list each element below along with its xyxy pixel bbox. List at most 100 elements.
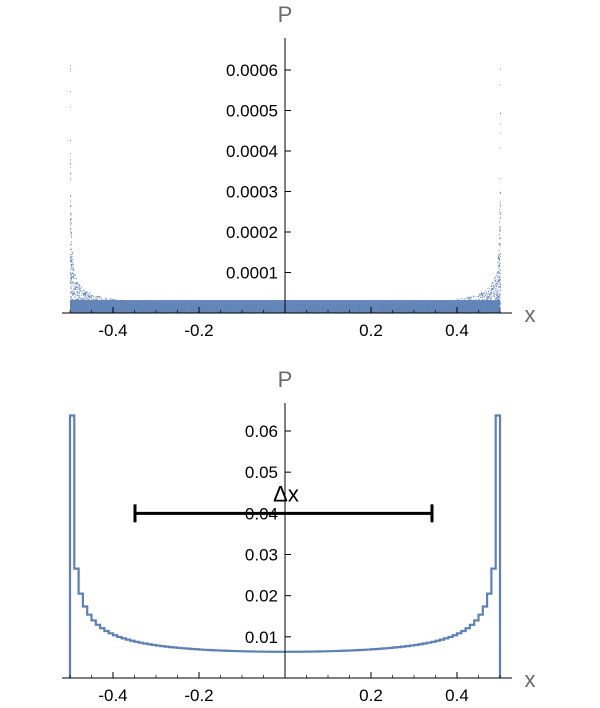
scatter-point [499, 242, 501, 244]
scatter-point [491, 284, 492, 286]
scatter-point [77, 297, 79, 299]
scatter-point [70, 296, 72, 298]
scatter-point [480, 292, 482, 294]
scatter-point [70, 296, 71, 298]
scatter-point [494, 293, 496, 295]
scatter-point [497, 284, 499, 286]
scatter-point [481, 294, 483, 296]
scatter-point [499, 208, 501, 210]
scatter-point [498, 255, 500, 256]
scatter-point [71, 248, 72, 250]
scatter-point [482, 295, 484, 297]
scatter-point [70, 263, 72, 265]
scatter-point [494, 280, 496, 282]
scatter-point [70, 228, 71, 230]
scatter-point [76, 289, 78, 290]
scatter-point [498, 280, 500, 282]
bottom-x-tick-label: -0.4 [98, 686, 127, 705]
scatter-point [499, 237, 501, 239]
scatter-point [498, 257, 500, 259]
scatter-point [72, 262, 74, 264]
scatter-point [93, 299, 95, 301]
scatter-point [479, 295, 481, 297]
scatter-point [493, 288, 495, 290]
scatter-point [76, 295, 78, 297]
scatter-point [78, 292, 80, 294]
scatter-point [499, 297, 501, 299]
scatter-point [88, 296, 90, 298]
scatter-point [496, 291, 498, 293]
scatter-point [84, 296, 85, 298]
scatter-point [494, 295, 495, 297]
scatter-point [499, 84, 501, 86]
top-y-tick-label: 0.0003 [226, 183, 278, 202]
scatter-point [498, 261, 500, 263]
scatter-point [90, 295, 92, 297]
scatter-point [489, 290, 491, 292]
scatter-point [499, 308, 501, 309]
scatter-point [72, 275, 74, 277]
scatter-point [105, 297, 107, 299]
scatter-point [498, 265, 500, 267]
scatter-point [498, 279, 500, 281]
scatter-point [495, 281, 497, 283]
scatter-point [73, 267, 74, 269]
scatter-point [471, 296, 473, 298]
scatter-point [493, 286, 495, 288]
scatter-point [496, 295, 498, 296]
scatter-point [497, 271, 498, 273]
delta-x-label: Δx [273, 481, 299, 506]
scatter-point [111, 299, 113, 300]
scatter-point [486, 293, 488, 295]
scatter-point [71, 298, 73, 300]
scatter-point [500, 293, 501, 295]
scatter-point [499, 280, 501, 281]
scatter-point [499, 230, 501, 232]
top-x-axis-title: x [525, 302, 536, 327]
scatter-point [489, 295, 491, 297]
scatter-point [487, 287, 489, 289]
scatter-point [72, 291, 74, 293]
scatter-point [70, 260, 72, 262]
scatter-point [85, 298, 86, 300]
scatter-point [76, 291, 78, 293]
scatter-point [498, 296, 499, 298]
scatter-point [75, 286, 77, 288]
scatter-point [486, 295, 488, 297]
scatter-point [491, 288, 493, 290]
scatter-point [70, 279, 72, 281]
scatter-point [491, 295, 493, 297]
scatter-point [86, 297, 88, 299]
scatter-point [84, 299, 86, 301]
scatter-point [70, 253, 72, 255]
scatter-point [477, 296, 479, 297]
scatter-point [75, 287, 77, 289]
scatter-point [70, 218, 71, 220]
scatter-point [72, 293, 74, 295]
scatter-point [495, 278, 497, 280]
scatter-point [92, 294, 94, 296]
top-x-tick-label: 0.2 [359, 321, 383, 340]
scatter-point [74, 286, 76, 288]
scatter-point [491, 290, 493, 292]
scatter-point [72, 253, 74, 255]
scatter-point [71, 273, 73, 275]
scatter-point [497, 299, 499, 301]
scatter-point [495, 289, 497, 291]
scatter-point [70, 195, 72, 197]
scatter-point [71, 299, 73, 301]
scatter-point [77, 291, 79, 292]
scatter-point [499, 278, 501, 280]
scatter-point [74, 296, 76, 298]
scatter-point [499, 259, 501, 261]
scatter-point [499, 303, 501, 305]
scatter-point [496, 295, 498, 297]
scatter-point [96, 296, 98, 298]
scatter-point [73, 284, 75, 286]
scatter-point [70, 233, 72, 235]
scatter-point [499, 287, 501, 289]
scatter-point [78, 290, 80, 292]
scatter-point [483, 293, 485, 295]
scatter-point [81, 292, 83, 294]
scatter-point [487, 295, 489, 297]
